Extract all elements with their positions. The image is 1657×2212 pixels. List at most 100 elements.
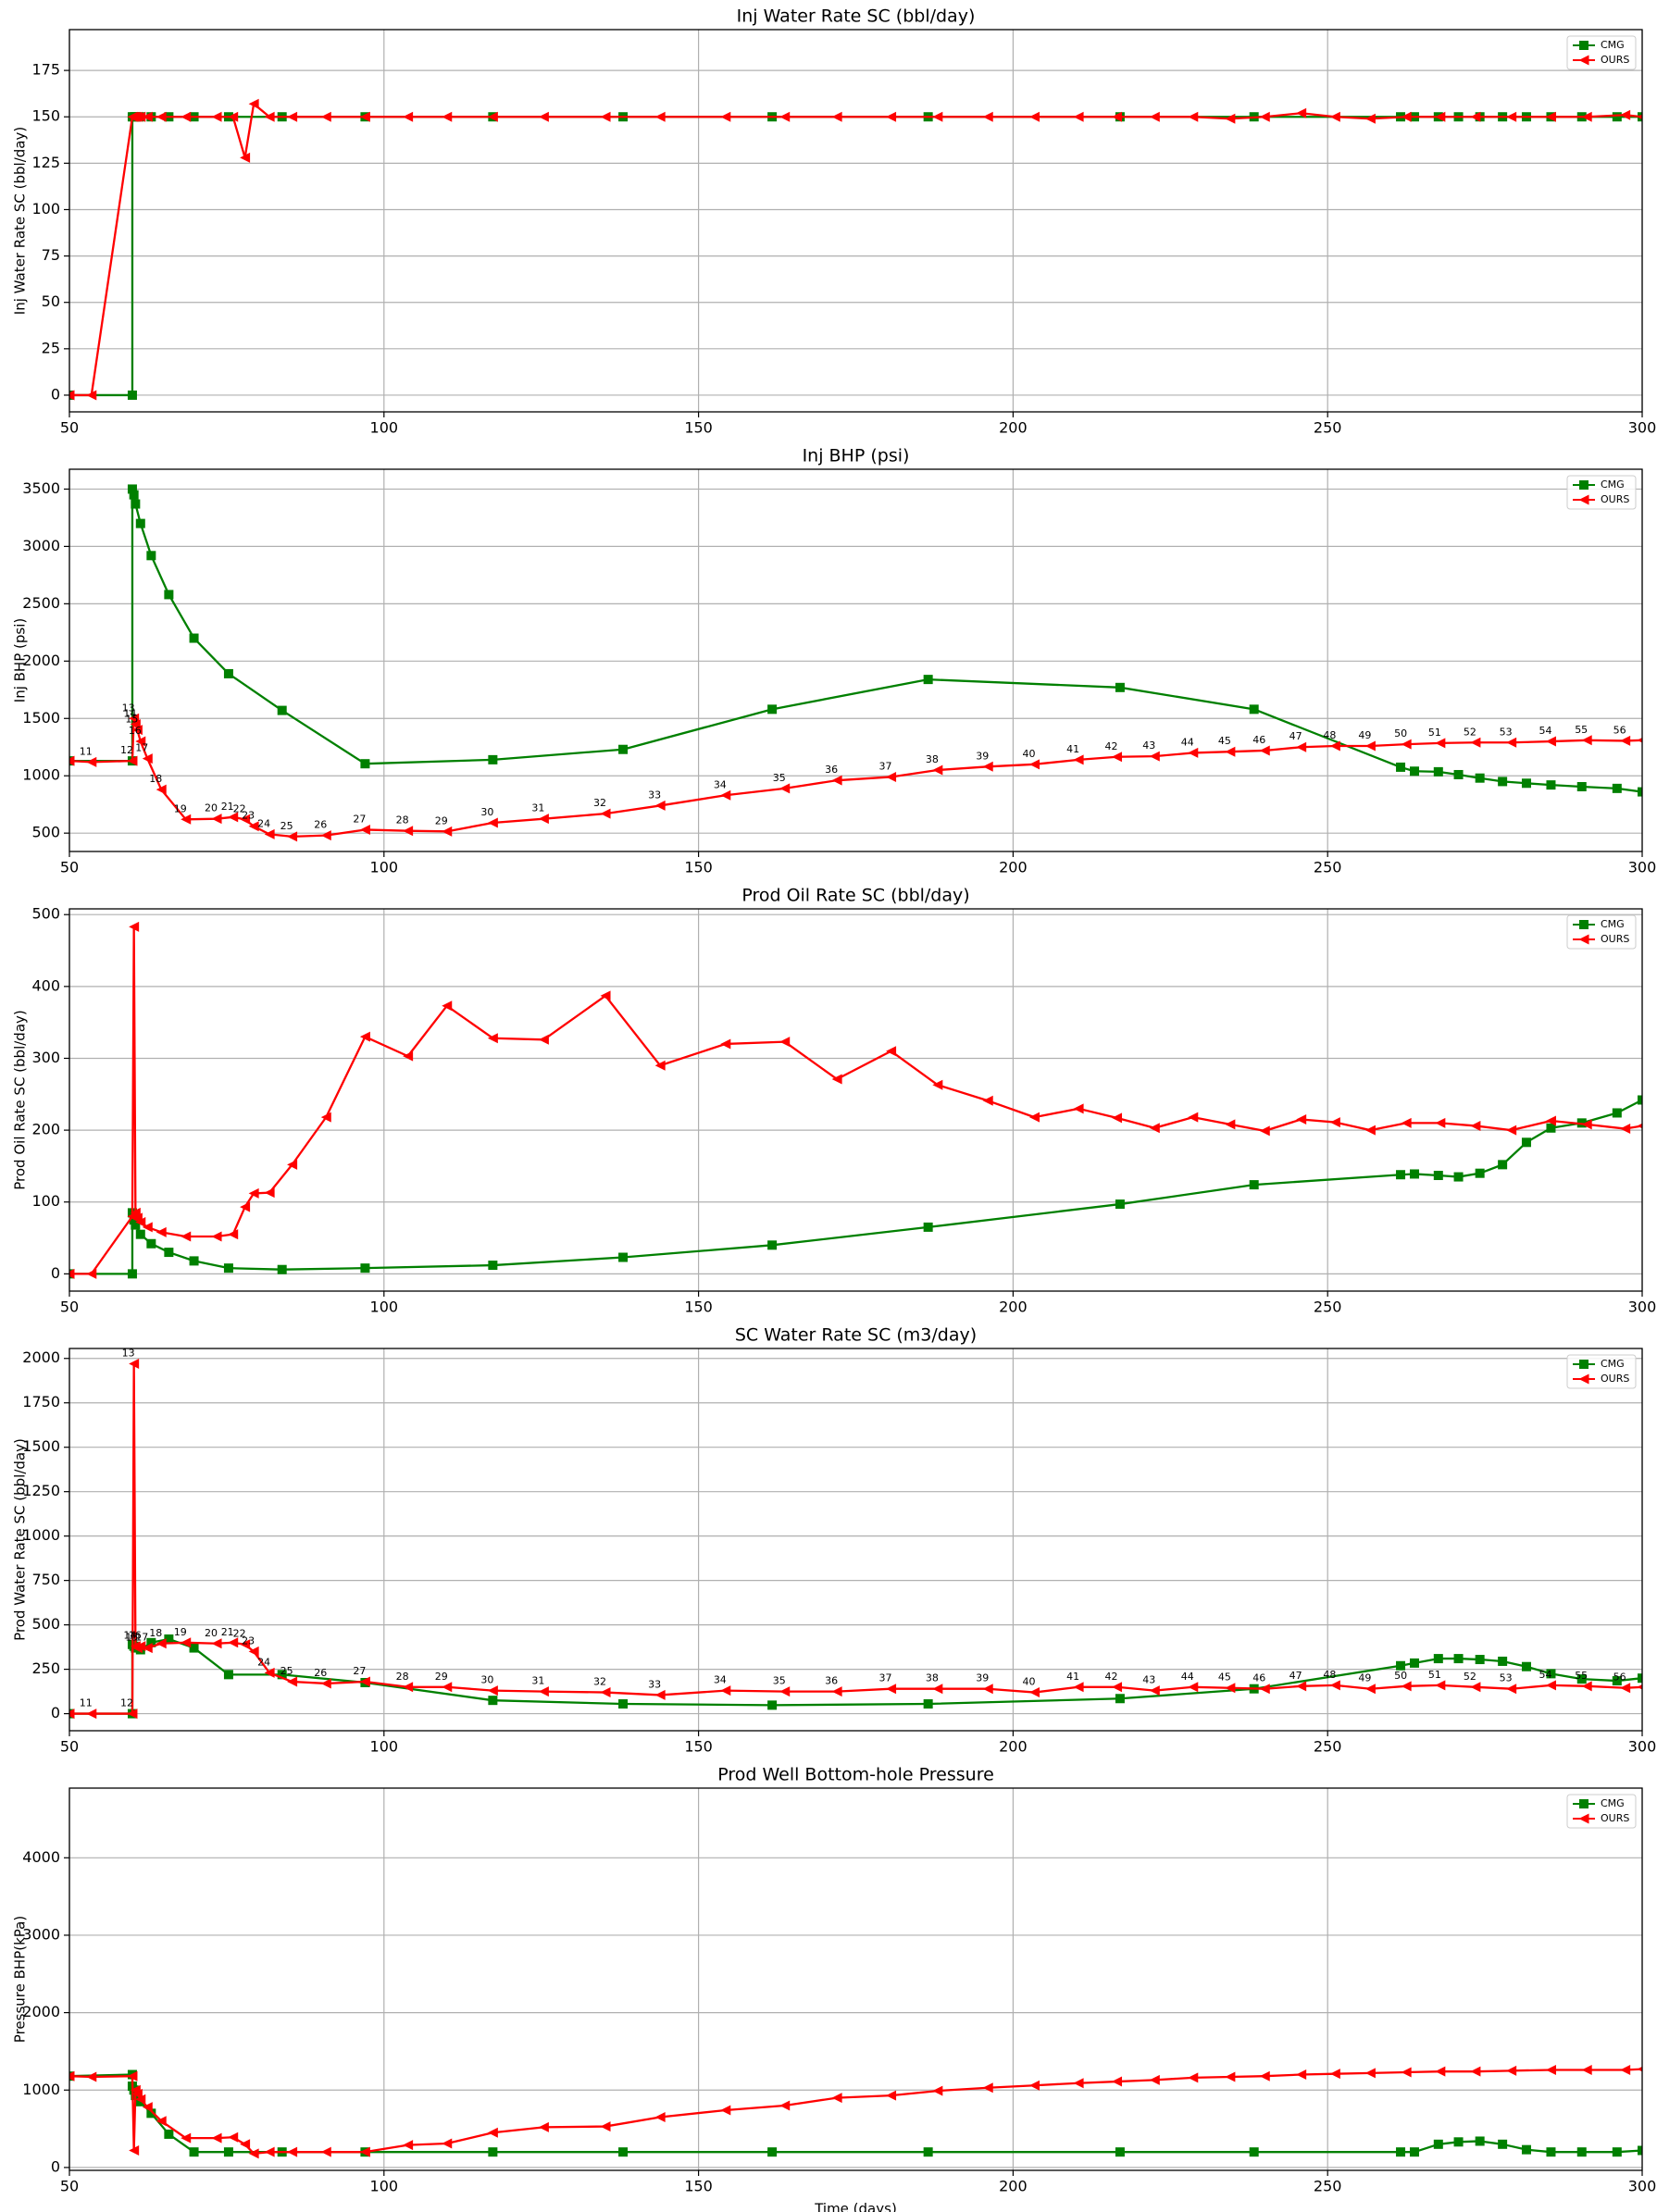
data-point bbox=[181, 111, 192, 122]
data-point bbox=[1545, 2065, 1556, 2076]
y-tick-label: 0 bbox=[51, 385, 60, 403]
data-point bbox=[618, 1252, 629, 1262]
data-point bbox=[156, 111, 167, 122]
data-point bbox=[1112, 1682, 1123, 1693]
data-point bbox=[932, 1684, 943, 1695]
point-label: 40 bbox=[1023, 1676, 1036, 1688]
point-label: 50 bbox=[1394, 727, 1407, 739]
data-point bbox=[1498, 2139, 1508, 2149]
data-point bbox=[320, 830, 331, 841]
point-label: 23 bbox=[242, 810, 255, 822]
point-label: 52 bbox=[1464, 1671, 1476, 1683]
data-point bbox=[248, 98, 259, 109]
data-point bbox=[1401, 2067, 1412, 2078]
data-point bbox=[538, 2121, 549, 2132]
axes-frame bbox=[69, 1787, 1643, 2171]
data-point bbox=[1545, 111, 1556, 122]
data-point bbox=[1546, 780, 1556, 790]
data-point bbox=[1409, 2147, 1419, 2157]
data-point bbox=[86, 1709, 97, 1720]
data-point bbox=[1581, 111, 1592, 122]
point-label: 33 bbox=[648, 1678, 661, 1690]
data-point bbox=[359, 111, 370, 122]
data-point bbox=[264, 111, 275, 122]
data-point bbox=[127, 1269, 137, 1279]
data-point bbox=[1149, 751, 1160, 762]
point-label: 42 bbox=[1105, 740, 1118, 752]
data-point bbox=[228, 1637, 239, 1648]
legend-label: CMG bbox=[1601, 39, 1625, 51]
data-point bbox=[654, 2112, 666, 2123]
data-point bbox=[1225, 2071, 1236, 2082]
data-point bbox=[127, 755, 138, 766]
y-axis-label: Inj BHP (psi) bbox=[12, 618, 29, 702]
data-point bbox=[767, 1700, 778, 1710]
data-point bbox=[932, 1079, 943, 1090]
data-point bbox=[1296, 741, 1307, 752]
plot-area bbox=[69, 921, 1642, 1279]
point-label: 24 bbox=[257, 1656, 270, 1668]
y-tick-label: 3000 bbox=[22, 537, 60, 554]
point-label: 31 bbox=[531, 1675, 544, 1687]
data-point bbox=[1296, 2069, 1307, 2081]
data-point bbox=[129, 1215, 139, 1225]
data-point bbox=[1409, 766, 1419, 777]
data-point bbox=[1433, 2139, 1443, 2149]
y-tick-label: 1500 bbox=[22, 1437, 60, 1455]
point-label: 30 bbox=[480, 1674, 493, 1686]
y-tick-label: 75 bbox=[42, 246, 60, 264]
data-point bbox=[223, 1670, 233, 1680]
point-label: 56 bbox=[1613, 1671, 1626, 1684]
data-point bbox=[1329, 2069, 1340, 2080]
data-point bbox=[189, 2147, 199, 2157]
data-point bbox=[359, 2146, 370, 2157]
data-point bbox=[442, 111, 453, 122]
data-point bbox=[1620, 109, 1631, 120]
data-point bbox=[1637, 738, 1642, 743]
data-point bbox=[223, 668, 233, 678]
x-tick-label: 250 bbox=[1314, 2178, 1342, 2195]
data-point bbox=[1612, 1108, 1622, 1118]
data-point bbox=[1188, 2072, 1199, 2083]
chart-title: Prod Oil Rate SC (bbl/day) bbox=[741, 886, 969, 906]
data-point bbox=[767, 704, 778, 715]
point-label: 54 bbox=[1539, 725, 1551, 737]
point-label: 17 bbox=[135, 742, 148, 754]
point-label: 11 bbox=[80, 1697, 93, 1709]
data-point bbox=[1401, 111, 1412, 122]
data-point bbox=[1506, 1684, 1517, 1695]
y-tick-label: 1000 bbox=[22, 2081, 60, 2098]
data-point bbox=[86, 756, 97, 767]
x-tick-label: 50 bbox=[60, 1299, 79, 1316]
data-point bbox=[1545, 1115, 1556, 1126]
data-point bbox=[1637, 114, 1642, 119]
point-label: 53 bbox=[1500, 726, 1513, 738]
point-label: 30 bbox=[480, 806, 493, 818]
legend-marker bbox=[1579, 41, 1588, 50]
point-label: 40 bbox=[1023, 748, 1036, 760]
axes-frame bbox=[69, 468, 1643, 852]
point-label: 34 bbox=[714, 1674, 727, 1686]
point-label: 28 bbox=[396, 814, 409, 826]
data-point bbox=[1073, 1682, 1084, 1693]
data-point bbox=[1188, 111, 1199, 122]
point-label: 23 bbox=[242, 1634, 255, 1647]
point-label: 38 bbox=[926, 1672, 939, 1684]
data-point bbox=[129, 1359, 140, 1370]
point-label: 13 bbox=[122, 1348, 135, 1360]
data-point bbox=[538, 1686, 549, 1697]
data-point bbox=[1329, 740, 1340, 752]
data-point bbox=[1225, 1119, 1236, 1130]
x-tick-label: 150 bbox=[684, 1299, 713, 1316]
point-label: 21 bbox=[221, 1626, 234, 1638]
data-point bbox=[1149, 1123, 1160, 1134]
data-point bbox=[228, 812, 239, 823]
data-point bbox=[1576, 1674, 1587, 1684]
legend-marker bbox=[1578, 494, 1589, 505]
point-label: 42 bbox=[1105, 1671, 1118, 1683]
data-point bbox=[1612, 2147, 1622, 2157]
data-point bbox=[1638, 1095, 1642, 1105]
point-label: 46 bbox=[1252, 1672, 1265, 1684]
data-point bbox=[654, 1060, 666, 1071]
